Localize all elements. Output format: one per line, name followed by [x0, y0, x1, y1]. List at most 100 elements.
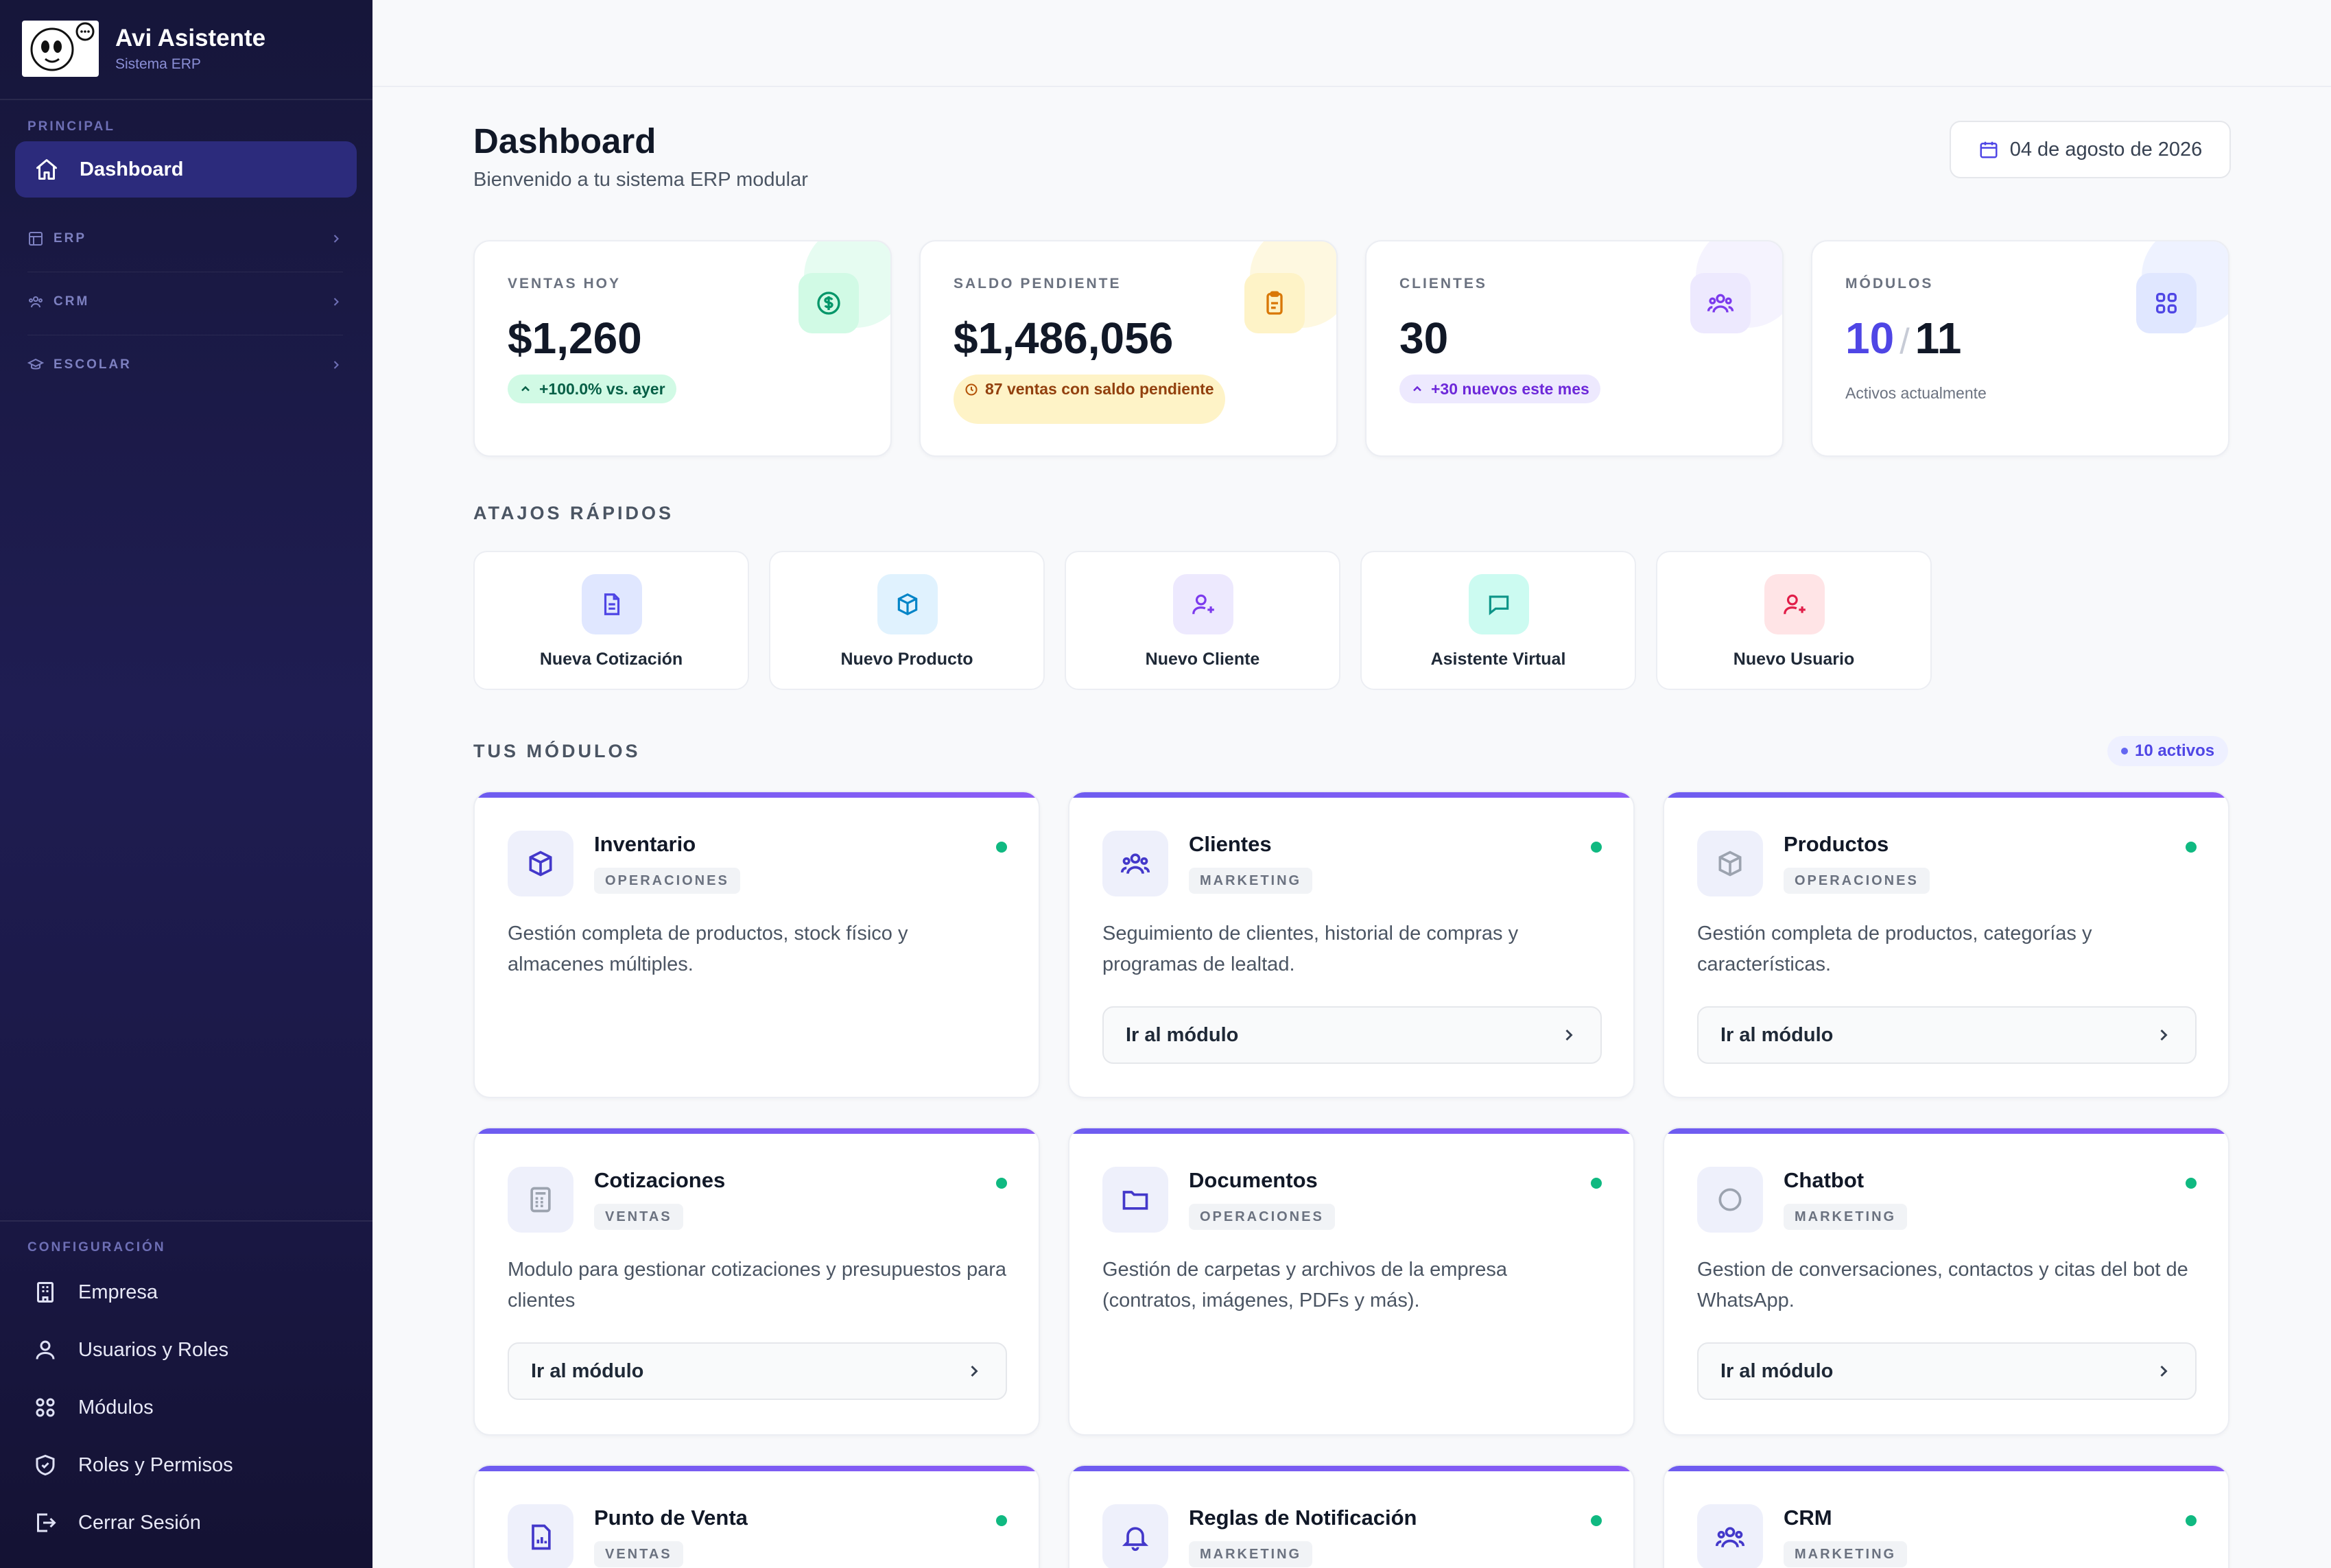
sidebar-group-crm[interactable]: CRM [27, 294, 343, 310]
modules-active-badge-text: 10 activos [2135, 741, 2215, 760]
chevron-right-icon [2154, 1025, 2173, 1045]
status-dot [2121, 748, 2128, 755]
sidebar-section-config: CONFIGURACIÓN [27, 1240, 166, 1255]
module-card-documentos[interactable]: Documentos OPERACIONES Gestión de carpet… [1068, 1127, 1635, 1436]
stat-value: 10/11 [1845, 313, 1961, 364]
brand-title: Avi Asistente [115, 25, 266, 51]
sidebar-group-erp[interactable]: ERP [27, 230, 343, 247]
shortcut-asistente-virtual[interactable]: Asistente Virtual [1360, 551, 1636, 690]
stat-value: 30 [1399, 313, 1449, 363]
module-category: MARKETING [1189, 1541, 1313, 1567]
module-card-punto-de-venta[interactable]: Punto de Venta VENTAS [473, 1464, 1040, 1568]
sidebar-item-modulos[interactable]: Módulos [33, 1395, 154, 1420]
shortcut-label: Nuevo Producto [840, 650, 973, 669]
date-display[interactable]: 04 de agosto de 2026 [1950, 121, 2231, 178]
stat-warning-text: 87 ventas con saldo pendiente [985, 380, 1214, 398]
go-to-module-button[interactable]: Ir al módulo [508, 1342, 1007, 1400]
chevron-up-icon [519, 382, 532, 396]
chat-icon [1697, 1167, 1763, 1233]
module-name: Productos [1784, 832, 1889, 856]
sidebar-item-logout[interactable]: Cerrar Sesión [33, 1510, 201, 1535]
go-to-module-button[interactable]: Ir al módulo [1697, 1006, 2197, 1064]
module-category: OPERACIONES [594, 868, 740, 894]
shortcut-nuevo-producto[interactable]: Nuevo Producto [769, 551, 1045, 690]
grid-table-icon [27, 230, 44, 247]
status-dot [1591, 1515, 1602, 1526]
module-card-clientes[interactable]: Clientes MARKETING Seguimiento de client… [1068, 791, 1635, 1098]
go-to-module-button[interactable]: Ir al módulo [1102, 1006, 1602, 1064]
card-accent-bar [1664, 792, 2228, 798]
module-card-inventario[interactable]: Inventario OPERACIONES Gestión completa … [473, 791, 1040, 1098]
module-description: Seguimiento de clientes, historial de co… [1102, 923, 1519, 975]
grid-icon [33, 1395, 58, 1420]
module-card-reglas-notificacion[interactable]: Reglas de Notificación MARKETING [1068, 1464, 1635, 1568]
sidebar-item-label: Usuarios y Roles [78, 1338, 229, 1361]
module-description: Gestión completa de productos, stock fís… [508, 923, 908, 975]
clock-icon [965, 383, 978, 396]
receipt-chart-icon [508, 1504, 573, 1568]
chevron-right-icon [329, 358, 343, 372]
card-accent-bar [475, 1466, 1039, 1471]
users-icon [1102, 831, 1168, 896]
status-dot [996, 1515, 1007, 1526]
box-icon [508, 831, 573, 896]
go-to-module-button[interactable]: Ir al módulo [1697, 1342, 2197, 1400]
shortcut-nuevo-cliente[interactable]: Nuevo Cliente [1065, 551, 1340, 690]
shield-icon [33, 1453, 58, 1477]
users-icon [27, 294, 44, 310]
shortcut-label: Nuevo Cliente [1145, 650, 1260, 669]
sidebar-item-dashboard[interactable]: Dashboard [15, 141, 357, 198]
bell-icon [1102, 1504, 1168, 1568]
module-category: VENTAS [594, 1541, 683, 1567]
module-category: MARKETING [1189, 868, 1313, 894]
module-description: Gestion de conversaciones, contactos y c… [1697, 1259, 2188, 1311]
module-card-cotizaciones[interactable]: Cotizaciones VENTAS Modulo para gestiona… [473, 1127, 1040, 1436]
card-accent-bar [1069, 1466, 1633, 1471]
sidebar-item-label: Roles y Permisos [78, 1453, 233, 1476]
card-accent-bar [475, 792, 1039, 798]
stat-card-saldo-pendiente[interactable]: SALDO PENDIENTE $1,486,056 87 ventas con… [919, 240, 1338, 457]
sidebar-item-usuarios-roles[interactable]: Usuarios y Roles [33, 1338, 228, 1362]
module-name: Clientes [1189, 832, 1272, 856]
stat-trend-text: +100.0% vs. ayer [539, 379, 665, 398]
status-dot [2186, 842, 2197, 853]
sidebar-divider [0, 99, 372, 100]
stat-warning-pill: 87 ventas con saldo pendiente [954, 375, 1225, 424]
module-name: Inventario [594, 832, 696, 856]
stat-card-clientes[interactable]: CLIENTES 30 +30 nuevos este mes [1365, 240, 1784, 457]
card-accent-bar [475, 1128, 1039, 1134]
module-description: Gestión completa de productos, categoría… [1697, 923, 2092, 975]
user-plus-icon [1764, 574, 1825, 634]
modules-active-badge: 10 activos [2107, 736, 2229, 766]
brand[interactable]: Avi Asistente Sistema ERP [22, 21, 265, 77]
chevron-right-icon [1559, 1025, 1578, 1045]
module-category: VENTAS [594, 1204, 683, 1230]
stat-card-modulos[interactable]: MÓDULOS 10/11 Activos actualmente [1811, 240, 2229, 457]
page-subtitle: Bienvenido a tu sistema ERP modular [473, 169, 808, 191]
module-category: MARKETING [1784, 1541, 1908, 1567]
go-to-module-label: Ir al módulo [1126, 1023, 1239, 1046]
section-title-atajos: ATAJOS RÁPIDOS [473, 503, 674, 523]
status-dot [2186, 1178, 2197, 1189]
sidebar-item-roles-permisos[interactable]: Roles y Permisos [33, 1453, 233, 1477]
folder-icon [1102, 1167, 1168, 1233]
shortcut-nuevo-usuario[interactable]: Nuevo Usuario [1656, 551, 1932, 690]
module-card-productos[interactable]: Productos OPERACIONES Gestión completa d… [1663, 791, 2229, 1098]
card-accent-bar [1664, 1128, 2228, 1134]
chevron-right-icon [2154, 1362, 2173, 1381]
sidebar-item-label: Módulos [78, 1396, 154, 1418]
sidebar-item-empresa[interactable]: Empresa [33, 1280, 158, 1305]
shortcut-nueva-cotizacion[interactable]: Nueva Cotización [473, 551, 749, 690]
sidebar-group-escolar[interactable]: ESCOLAR [27, 357, 343, 373]
grid-icon [2136, 273, 2197, 333]
building-icon [33, 1280, 58, 1305]
user-plus-icon [1173, 574, 1233, 634]
modules-separator: / [1900, 322, 1910, 361]
shortcut-label: Asistente Virtual [1430, 650, 1566, 669]
module-card-crm[interactable]: CRM MARKETING [1663, 1464, 2229, 1568]
file-text-icon [582, 574, 642, 634]
dollar-icon [798, 273, 859, 333]
module-card-chatbot[interactable]: Chatbot MARKETING Gestion de conversacio… [1663, 1127, 2229, 1436]
sidebar: Avi Asistente Sistema ERP PRINCIPAL Dash… [0, 0, 372, 1568]
stat-card-ventas-hoy[interactable]: VENTAS HOY $1,260 +100.0% vs. ayer [473, 240, 892, 457]
